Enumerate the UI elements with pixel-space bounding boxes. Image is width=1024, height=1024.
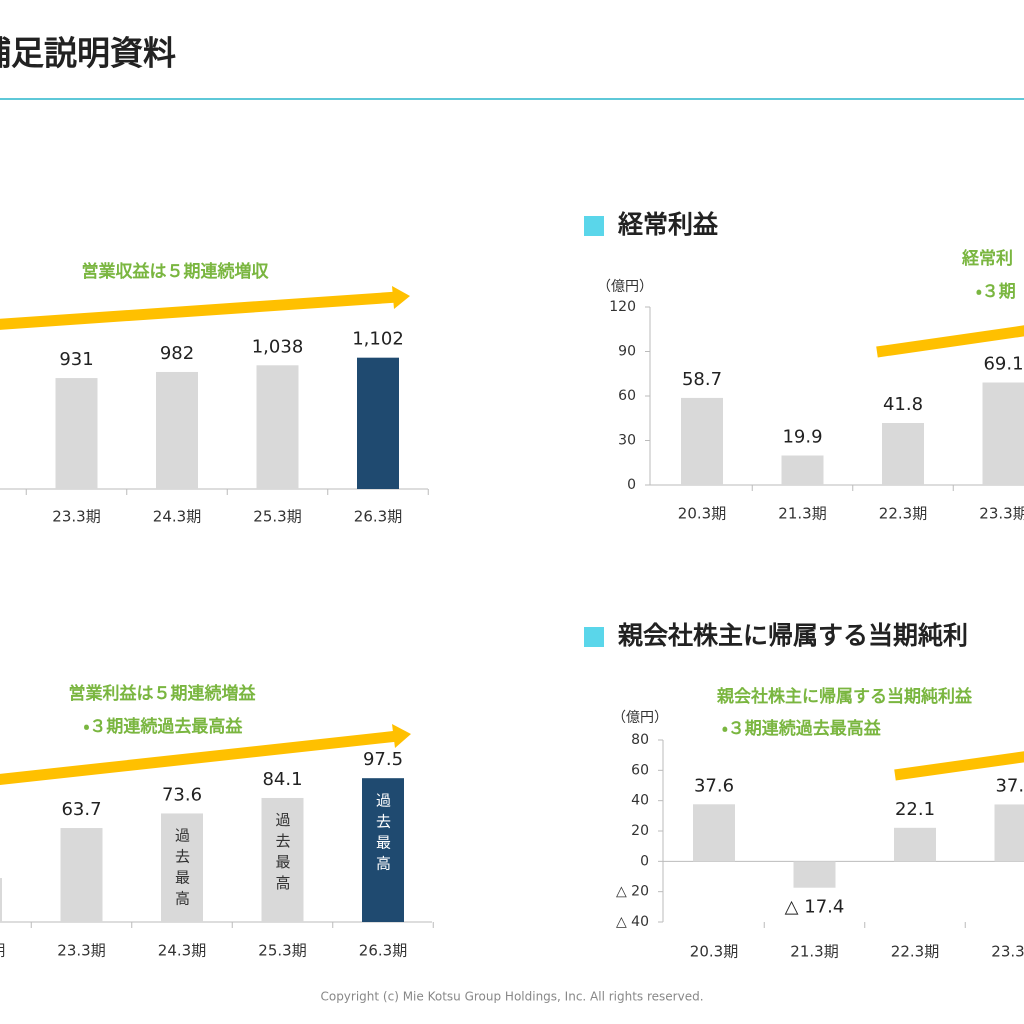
x-tick-label: 25.3期: [253, 508, 301, 526]
title-marker: [584, 627, 604, 647]
x-tick-label: 20.3期: [678, 505, 726, 523]
value-label: 22.1: [895, 799, 935, 820]
x-tick-label: 26.3期: [354, 508, 402, 526]
y-axis-label: （億円）: [612, 710, 668, 726]
bar-note: 過去最高: [274, 812, 292, 896]
value-label: 19.9: [782, 426, 822, 447]
copyright: Copyright (c) Mie Kotsu Group Holdings, …: [320, 990, 703, 1004]
x-tick-label: 25.3期: [258, 942, 306, 960]
x-tick-label: 22.3期: [891, 943, 939, 961]
bar: [60, 828, 103, 922]
y-tick-label: 60: [618, 388, 636, 404]
bar: [362, 778, 404, 922]
page-title: 補足説明資料: [0, 34, 176, 73]
chart-title: 親会社株主に帰属する当期純利: [618, 621, 968, 650]
bar: [156, 371, 198, 489]
callout: 親会社株主に帰属する当期純利益: [716, 686, 973, 707]
callout: ・３期連続過去最高益: [84, 716, 244, 737]
chart-title: 経常利益: [617, 210, 719, 239]
x-tick-label: 23.3期: [52, 508, 100, 526]
x-tick-label: 21.3期: [790, 943, 838, 961]
value-label: 1,102: [352, 329, 404, 350]
value-label: 58.7: [682, 369, 722, 390]
value-label: 84.1: [262, 769, 302, 790]
value-label: 69.1: [983, 354, 1023, 375]
bar: [261, 797, 304, 922]
bar: [357, 357, 399, 489]
trend-arrow: [0, 730, 399, 785]
y-axis-label: （億円）: [597, 279, 653, 295]
trend-arrow: [0, 291, 399, 330]
x-tick-label: 26.3期: [359, 942, 407, 960]
x-tick-label: 21.3期: [778, 505, 826, 523]
x-tick-label: 24.3期: [158, 942, 206, 960]
x-tick-label: 23.3期: [57, 942, 105, 960]
value-label: 97.5: [363, 749, 403, 770]
value-label: 41.8: [883, 394, 923, 415]
callout: 営業収益は５期連続増収: [82, 261, 270, 282]
trend-arrow: [894, 751, 1024, 781]
value-label: 931: [59, 349, 93, 370]
value-label: 1,038: [252, 336, 304, 357]
y-tick-label: 40: [631, 793, 649, 809]
value-label: 73.6: [162, 784, 202, 805]
bar: [882, 422, 924, 485]
value-label: 37.6: [694, 775, 734, 796]
bar: [982, 382, 1024, 485]
y-tick-label: 60: [631, 762, 649, 778]
bar: [793, 861, 836, 888]
y-tick-label: △ 40: [616, 914, 649, 930]
callout: 営業利益は５期連続増益: [69, 683, 257, 704]
bar: [161, 813, 203, 922]
y-tick-label: 90: [618, 344, 636, 360]
y-tick-label: 80: [631, 732, 649, 748]
callout: ・３期: [976, 282, 1016, 302]
y-tick-label: 0: [627, 477, 636, 493]
bar: [0, 878, 2, 922]
arrow-head: [392, 286, 410, 309]
callout: 経常利: [961, 248, 1013, 269]
bar: [55, 378, 98, 489]
value-label: △ 17.4: [785, 897, 845, 918]
y-tick-label: 120: [609, 299, 636, 315]
x-tick-label: 23.3期: [991, 943, 1024, 961]
arrows: [0, 286, 1024, 785]
x-tick-label: 22.3期: [0, 942, 5, 960]
bar: [781, 455, 824, 485]
title-marker: [584, 216, 604, 236]
x-tick-label: 20.3期: [690, 943, 738, 961]
value-label: 29.8: [0, 849, 1, 870]
trend-arrow: [876, 325, 1024, 358]
arrow-head: [392, 724, 411, 748]
value-label: 982: [160, 343, 194, 364]
x-tick-label: 22.3期: [879, 505, 927, 523]
bar-note: 過去最高: [173, 827, 191, 911]
bar: [693, 804, 735, 862]
x-tick-label: 24.3期: [153, 508, 201, 526]
bar: [681, 397, 723, 485]
y-tick-label: 0: [640, 853, 649, 869]
bar-note: 過去最高: [374, 792, 392, 876]
bar: [256, 365, 299, 489]
y-tick-label: △ 20: [616, 884, 649, 900]
bar: [894, 827, 936, 862]
value-label: 37.5: [995, 775, 1024, 796]
value-label: 63.7: [61, 799, 101, 820]
x-tick-label: 23.3期: [979, 505, 1024, 523]
callout: ・３期連続過去最高益: [722, 718, 882, 739]
y-tick-label: 30: [618, 433, 636, 449]
y-tick-label: 20: [631, 823, 649, 839]
bar: [994, 804, 1024, 862]
